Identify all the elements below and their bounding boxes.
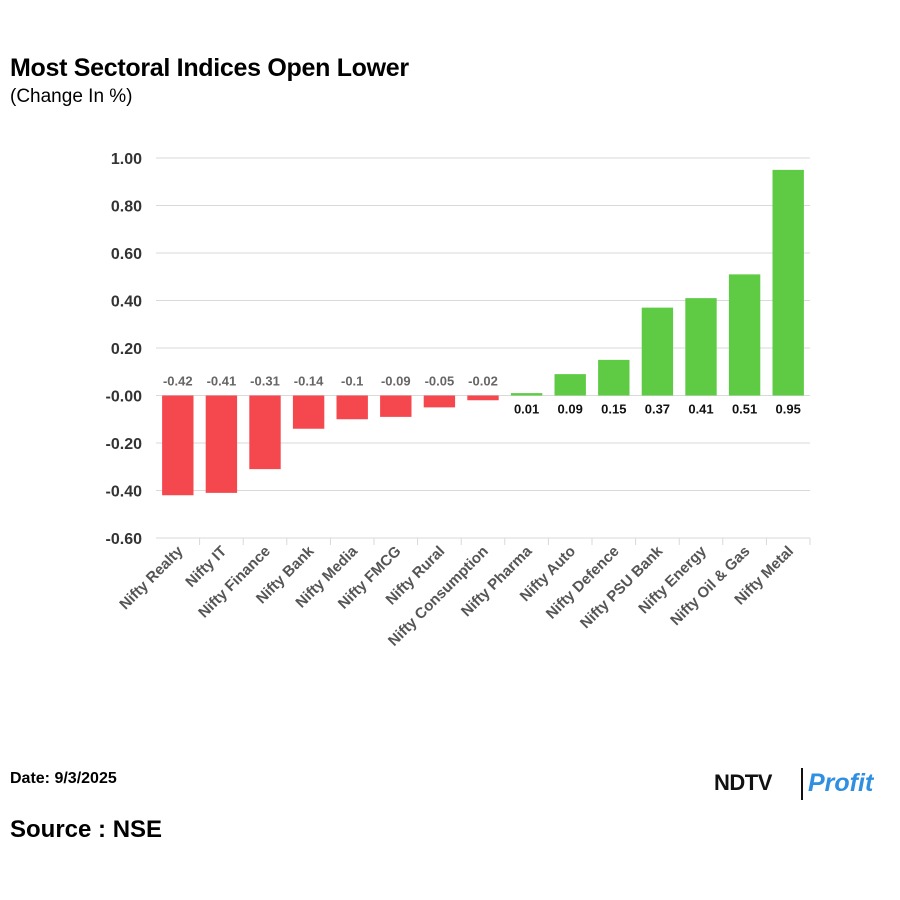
data-label: 0.95	[776, 402, 801, 417]
bar-chart: 1.00 0.80 0.60 0.40 0.20 -0.00 -0.20 -0.40 -0.60…	[106, 151, 811, 650]
chart-title: Most Sectoral Indices Open Lower	[10, 54, 409, 82]
bar	[510, 393, 543, 396]
bar	[728, 274, 761, 396]
bars	[162, 169, 804, 496]
bar	[641, 307, 674, 396]
bar	[554, 374, 586, 396]
y-tick-label: 0.80	[111, 199, 142, 216]
data-label: -0.31	[250, 374, 280, 389]
data-label: -0.09	[381, 374, 411, 389]
y-axis-ticks: 1.00 0.80 0.60 0.40 0.20 -0.00 -0.20 -0.40 -0.60	[106, 151, 143, 548]
logo-divider	[801, 768, 803, 800]
y-tick-label: 0.60	[111, 246, 142, 263]
bar	[205, 395, 238, 493]
data-label: 0.37	[645, 402, 670, 417]
ndtv-profit-logo: NDTV Profit	[714, 768, 894, 800]
data-label: 0.01	[514, 402, 539, 417]
data-label: 0.09	[558, 402, 583, 417]
data-labels: -0.42 -0.41 -0.31 -0.14 -0.1 -0.09 -0.05 -0.02 0…	[163, 374, 801, 417]
data-label: -0.14	[294, 374, 324, 389]
logo-ndtv-text: NDTV	[714, 770, 772, 795]
logo-profit-text: Profit	[808, 769, 874, 797]
bar	[336, 395, 368, 420]
data-label: -0.05	[425, 374, 455, 389]
y-tick-label: -0.20	[106, 436, 143, 453]
data-label: -0.02	[468, 374, 498, 389]
bar	[467, 395, 499, 401]
bar	[423, 395, 456, 408]
y-tick-label: -0.60	[106, 531, 143, 548]
y-tick-label: 0.20	[111, 341, 142, 358]
bar	[772, 169, 804, 396]
source-label: Source : NSE	[10, 816, 163, 843]
x-tick-label: Nifty Realty	[116, 542, 187, 613]
data-label: -0.42	[163, 374, 193, 389]
y-tick-label: 1.00	[111, 151, 142, 168]
bar	[380, 395, 412, 417]
data-label: 0.41	[688, 402, 713, 417]
data-label: 0.51	[732, 402, 757, 417]
bar	[292, 395, 325, 429]
data-label: -0.1	[341, 374, 363, 389]
bar	[249, 395, 281, 470]
y-tick-label: -0.40	[106, 484, 143, 501]
chart-subtitle: (Change In %)	[10, 86, 133, 107]
data-label: 0.15	[601, 402, 626, 417]
bar	[598, 359, 630, 396]
y-tick-label: 0.40	[111, 294, 142, 311]
bar	[685, 298, 717, 396]
bar	[162, 395, 194, 496]
data-label: -0.41	[207, 374, 237, 389]
y-tick-label: -0.00	[106, 389, 143, 406]
date-label: Date: 9/3/2025	[10, 770, 117, 787]
